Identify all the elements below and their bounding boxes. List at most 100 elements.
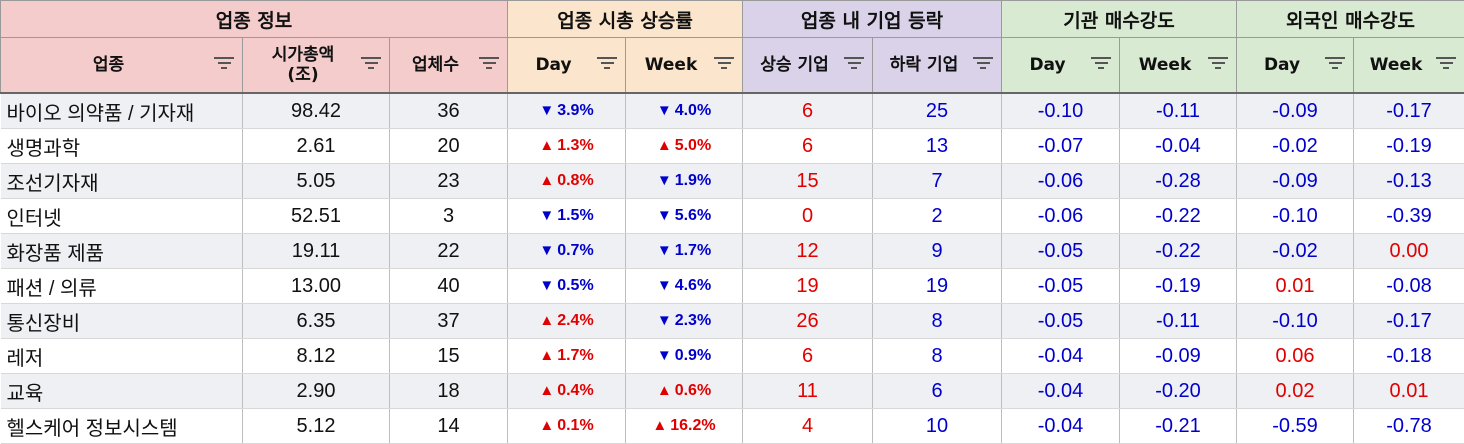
table-body: 바이오 의약품 / 기자재 98.42 36 ▼ 3.9% ▼ 4.0% 6 25 -0.10 -0… xyxy=(0,93,1464,444)
table-row[interactable]: 생명과학 2.61 20 ▲ 1.3% ▲ 5.0% 6 13 -0.07 -0.04 -0.02 -0… xyxy=(0,128,1464,164)
mcap-week-change-value: 0.9% xyxy=(674,347,712,364)
triangle-up-icon: ▲ xyxy=(656,382,672,399)
col-inst-week: Week xyxy=(1119,37,1238,94)
col-mcap-week-label: Week xyxy=(644,55,698,75)
filter-icon[interactable] xyxy=(214,57,234,73)
foreign-day: -0.10 xyxy=(1236,303,1355,339)
mcap-day-change-value: 0.4% xyxy=(557,382,594,399)
mcap-week-change-value: 16.2% xyxy=(670,417,716,434)
mcap-week-change-value: 5.6% xyxy=(674,207,712,224)
mcap-week-change: ▼ 4.0% xyxy=(625,93,744,129)
inst-day: -0.10 xyxy=(1001,93,1121,129)
inst-day: -0.05 xyxy=(1001,303,1121,339)
table-row[interactable]: 바이오 의약품 / 기자재 98.42 36 ▼ 3.9% ▼ 4.0% 6 25 -0.10 -0… xyxy=(0,93,1464,129)
col-foreign-week: Week xyxy=(1353,37,1464,94)
col-inst-day: Day xyxy=(1001,37,1121,94)
filter-icon[interactable] xyxy=(973,57,994,73)
market-cap: 5.12 xyxy=(242,408,390,444)
triangle-down-icon: ▼ xyxy=(539,102,555,119)
mcap-week-change-value: 1.9% xyxy=(674,172,712,189)
filter-icon[interactable] xyxy=(844,57,865,73)
mcap-week-change-value: 1.7% xyxy=(674,242,712,259)
triangle-up-icon: ▲ xyxy=(539,312,555,329)
mcap-day-change: ▲ 1.3% xyxy=(507,128,627,164)
table-row[interactable]: 인터넷 52.51 3 ▼ 1.5% ▼ 5.6% 0 2 -0.06 -0.22 -0.10 -0.3… xyxy=(0,198,1464,234)
mcap-day-change-value: 0.1% xyxy=(557,417,594,434)
mcap-day-change: ▼ 0.5% xyxy=(507,268,627,304)
col-mcap: 시가총액 (조) xyxy=(242,37,390,94)
filter-icon[interactable] xyxy=(1436,57,1457,73)
col-count: 업체수 xyxy=(388,37,509,94)
filter-icon[interactable] xyxy=(479,57,500,73)
inst-week: -0.22 xyxy=(1119,198,1238,234)
rise-count: 15 xyxy=(742,163,874,199)
mcap-week-change-value: 0.6% xyxy=(674,382,712,399)
mcap-day-change-value: 3.9% xyxy=(557,102,594,119)
foreign-week: -0.39 xyxy=(1353,198,1464,234)
table-row[interactable]: 패션 / 의류 13.00 40 ▼ 0.5% ▼ 4.6% 19 19 -0.05 -0.19 0.… xyxy=(0,268,1464,304)
market-cap: 98.42 xyxy=(242,93,390,129)
inst-day: -0.06 xyxy=(1001,163,1121,199)
group-header-row: 업종 정보 업종 시총 상승률 업종 내 기업 등락 기관 매수강도 외국인 매… xyxy=(0,0,1464,38)
mcap-week-change: ▲ 0.6% xyxy=(625,373,744,409)
group-foreign: 외국인 매수강도 xyxy=(1236,0,1464,38)
market-cap: 8.12 xyxy=(242,338,390,374)
inst-day: -0.04 xyxy=(1001,338,1121,374)
mcap-day-change-value: 0.7% xyxy=(557,242,594,259)
fall-count: 25 xyxy=(872,93,1003,129)
sector-name: 인터넷 xyxy=(0,198,243,234)
company-count: 23 xyxy=(389,163,509,199)
mcap-week-change: ▼ 5.6% xyxy=(625,198,744,234)
mcap-day-change-value: 1.3% xyxy=(557,137,594,154)
company-count: 14 xyxy=(389,408,509,444)
filter-icon[interactable] xyxy=(597,57,618,73)
filter-icon[interactable] xyxy=(1325,57,1346,73)
company-count: 22 xyxy=(389,233,509,269)
filter-icon[interactable] xyxy=(1208,57,1229,73)
mcap-week-change: ▼ 2.3% xyxy=(625,303,744,339)
rise-count: 12 xyxy=(742,233,874,269)
sector-name: 헬스케어 정보시스템 xyxy=(0,408,243,444)
table-row[interactable]: 조선기자재 5.05 23 ▲ 0.8% ▼ 1.9% 15 7 -0.06 -0.28 -0.09-… xyxy=(0,163,1464,199)
table-row[interactable]: 통신장비 6.35 37 ▲ 2.4% ▼ 2.3% 26 8 -0.05 -0.11 -0.10 -0… xyxy=(0,303,1464,339)
table-row[interactable]: 레저 8.12 15 ▲ 1.7% ▼ 0.9% 6 8 -0.04 -0.09 0.06 -0.18 xyxy=(0,338,1464,374)
sector-name: 화장품 제품 xyxy=(0,233,243,269)
mcap-week-change-value: 4.6% xyxy=(674,277,712,294)
triangle-up-icon: ▲ xyxy=(539,417,555,434)
inst-week: -0.22 xyxy=(1119,233,1238,269)
rise-count: 6 xyxy=(742,93,874,129)
sector-name: 조선기자재 xyxy=(0,163,243,199)
triangle-down-icon: ▼ xyxy=(656,102,672,119)
filter-icon[interactable] xyxy=(361,57,381,73)
sector-name: 생명과학 xyxy=(0,128,243,164)
fall-count: 8 xyxy=(872,338,1003,374)
company-count: 3 xyxy=(389,198,509,234)
inst-week: -0.09 xyxy=(1119,338,1238,374)
inst-week: -0.11 xyxy=(1119,93,1238,129)
company-count: 40 xyxy=(389,268,509,304)
col-rise: 상승 기업 xyxy=(742,37,874,94)
filter-icon[interactable] xyxy=(1091,57,1112,73)
filter-icon[interactable] xyxy=(714,57,735,73)
foreign-week: -0.17 xyxy=(1353,93,1464,129)
company-count: 37 xyxy=(389,303,509,339)
table-row[interactable]: 헬스케어 정보시스템 5.12 14 ▲ 0.1% ▲ 16.2% 4 10 -0.04 -0.21… xyxy=(0,408,1464,444)
foreign-day: -0.09 xyxy=(1236,93,1355,129)
col-mcap-day-label: Day xyxy=(535,55,572,75)
mcap-week-change-value: 4.0% xyxy=(674,102,712,119)
mcap-day-change-value: 1.5% xyxy=(557,207,594,224)
fall-count: 7 xyxy=(872,163,1003,199)
foreign-week: -0.17 xyxy=(1353,303,1464,339)
rise-count: 26 xyxy=(742,303,874,339)
company-count: 36 xyxy=(389,93,509,129)
foreign-week: 0.01 xyxy=(1353,373,1464,409)
table-row[interactable]: 교육 2.90 18 ▲ 0.4% ▲ 0.6% 11 6 -0.04 -0.20 0.02 0.01 xyxy=(0,373,1464,409)
table-row[interactable]: 화장품 제품 19.11 22 ▼ 0.7% ▼ 1.7% 12 9 -0.05 -0.22 -0.0… xyxy=(0,233,1464,269)
mcap-day-change: ▼ 3.9% xyxy=(507,93,627,129)
col-mcap-day: Day xyxy=(507,37,627,94)
group-updown: 업종 내 기업 등락 xyxy=(742,0,1003,38)
foreign-day: -0.59 xyxy=(1236,408,1355,444)
inst-week: -0.28 xyxy=(1119,163,1238,199)
triangle-down-icon: ▼ xyxy=(656,347,672,364)
mcap-week-change: ▼ 1.7% xyxy=(625,233,744,269)
